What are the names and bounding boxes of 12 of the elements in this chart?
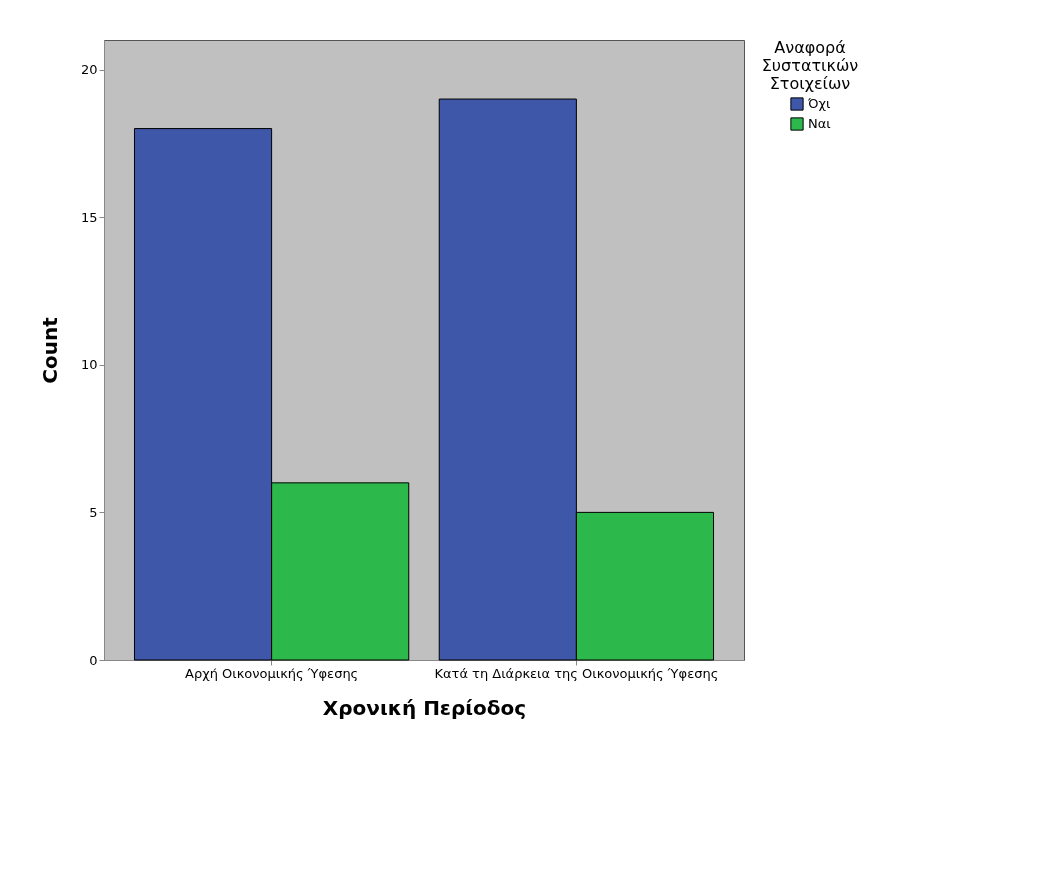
x-axis-title: Χρονική Περίοδος	[322, 695, 527, 720]
legend-label: Ναι	[808, 116, 831, 131]
y-tick-label: 5	[89, 504, 98, 520]
legend-title: Αναφορά Συστατικών Στοιχείων	[761, 38, 859, 93]
y-tick-label: 15	[80, 209, 98, 225]
y-axis-title: Count	[37, 316, 62, 384]
x-tick-label: Κατά τη Διάρκεια της Οικονομικής Ύφεσης	[434, 665, 719, 681]
y-tick-label: 20	[80, 62, 98, 78]
y-tick-label: 0	[89, 652, 98, 668]
legend-label: Όχι	[807, 96, 831, 111]
y-tick-label: 10	[80, 357, 98, 373]
x-tick-label: Αρχή Οικονομικής Ύφεσης	[184, 665, 359, 681]
